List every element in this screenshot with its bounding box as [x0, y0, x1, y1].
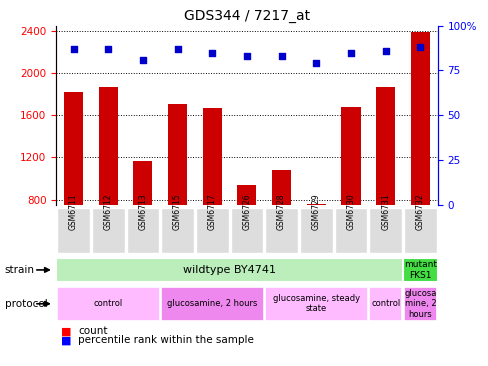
Text: GSM6717: GSM6717 [207, 193, 216, 229]
FancyBboxPatch shape [161, 208, 194, 253]
Text: count: count [78, 326, 107, 336]
Bar [203, 108, 222, 284]
Bar [306, 204, 325, 284]
Text: GSM6731: GSM6731 [380, 193, 389, 229]
FancyBboxPatch shape [368, 208, 401, 253]
Bar [375, 87, 394, 284]
Bar [99, 87, 118, 284]
Point [312, 60, 320, 66]
Text: glucosamine, 2 hours: glucosamine, 2 hours [167, 299, 257, 308]
FancyBboxPatch shape [403, 208, 436, 253]
FancyBboxPatch shape [161, 287, 263, 321]
Text: GSM6715: GSM6715 [173, 193, 182, 229]
FancyBboxPatch shape [196, 208, 228, 253]
Point [208, 49, 216, 55]
Bar [410, 32, 429, 284]
FancyBboxPatch shape [368, 287, 402, 321]
FancyBboxPatch shape [92, 208, 124, 253]
FancyBboxPatch shape [57, 208, 90, 253]
FancyBboxPatch shape [230, 208, 263, 253]
Text: mutant
FKS1: mutant FKS1 [403, 260, 436, 280]
Text: control: control [370, 299, 400, 308]
FancyBboxPatch shape [57, 287, 159, 321]
Bar [271, 170, 290, 284]
Point [277, 53, 285, 59]
Text: ■: ■ [61, 326, 71, 336]
Text: GSM6732: GSM6732 [415, 193, 424, 229]
Text: ■: ■ [61, 335, 71, 346]
Point [173, 46, 181, 52]
Text: glucosamine, steady
state: glucosamine, steady state [272, 294, 359, 314]
Point [346, 49, 354, 55]
Bar [237, 185, 256, 284]
FancyBboxPatch shape [126, 208, 159, 253]
Text: GSM6726: GSM6726 [242, 193, 251, 229]
Text: GSM6730: GSM6730 [346, 193, 355, 229]
FancyBboxPatch shape [299, 208, 332, 253]
Text: GSM6713: GSM6713 [138, 193, 147, 229]
FancyBboxPatch shape [265, 208, 297, 253]
Point [69, 46, 77, 52]
Text: control: control [93, 299, 122, 308]
Point [416, 44, 424, 50]
Text: GSM6711: GSM6711 [69, 193, 78, 229]
Title: GDS344 / 7217_at: GDS344 / 7217_at [183, 9, 309, 23]
Point [243, 53, 250, 59]
Text: wildtype BY4741: wildtype BY4741 [183, 265, 276, 275]
Bar [341, 107, 360, 284]
FancyBboxPatch shape [56, 258, 402, 282]
FancyBboxPatch shape [264, 287, 367, 321]
Text: percentile rank within the sample: percentile rank within the sample [78, 335, 254, 346]
Bar [133, 161, 152, 284]
Bar [168, 104, 187, 284]
Text: GSM6728: GSM6728 [277, 193, 285, 229]
Text: GSM6712: GSM6712 [103, 193, 113, 229]
Text: protocol: protocol [5, 299, 47, 309]
Text: glucosa
mine, 2
hours: glucosa mine, 2 hours [403, 289, 436, 319]
Text: GSM6729: GSM6729 [311, 193, 320, 229]
FancyBboxPatch shape [402, 258, 437, 282]
Point [139, 57, 146, 63]
Bar [64, 92, 83, 284]
FancyBboxPatch shape [334, 208, 366, 253]
Point [104, 46, 112, 52]
FancyBboxPatch shape [403, 287, 436, 321]
Point [381, 48, 389, 54]
Text: strain: strain [5, 265, 35, 275]
